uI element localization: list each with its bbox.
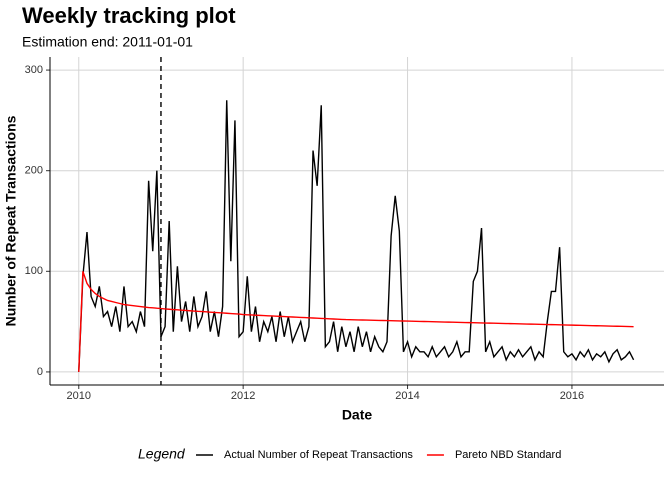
x-axis-label: Date — [342, 407, 373, 423]
x-tick-label: 2016 — [560, 390, 584, 402]
y-tick-label: 300 — [25, 64, 43, 76]
y-tick-label: 200 — [25, 165, 43, 177]
legend-label: Actual Number of Repeat Transactions — [224, 449, 413, 461]
data-line — [78, 100, 635, 372]
x-tick-label: 2010 — [67, 390, 91, 402]
chart-subtitle: Estimation end: 2011-01-01 — [22, 34, 193, 50]
y-tick-label: 100 — [25, 265, 43, 277]
chart-title: Weekly tracking plot — [22, 3, 236, 28]
y-tick-label: 0 — [37, 366, 43, 378]
data-line — [78, 271, 634, 372]
legend-label: Pareto NBD Standard — [455, 449, 561, 461]
x-tick-label: 2014 — [395, 390, 419, 402]
legend-title: Legend — [138, 446, 186, 462]
y-axis-label: Number of Repeat Transactions — [3, 115, 19, 326]
x-tick-label: 2012 — [231, 390, 255, 402]
